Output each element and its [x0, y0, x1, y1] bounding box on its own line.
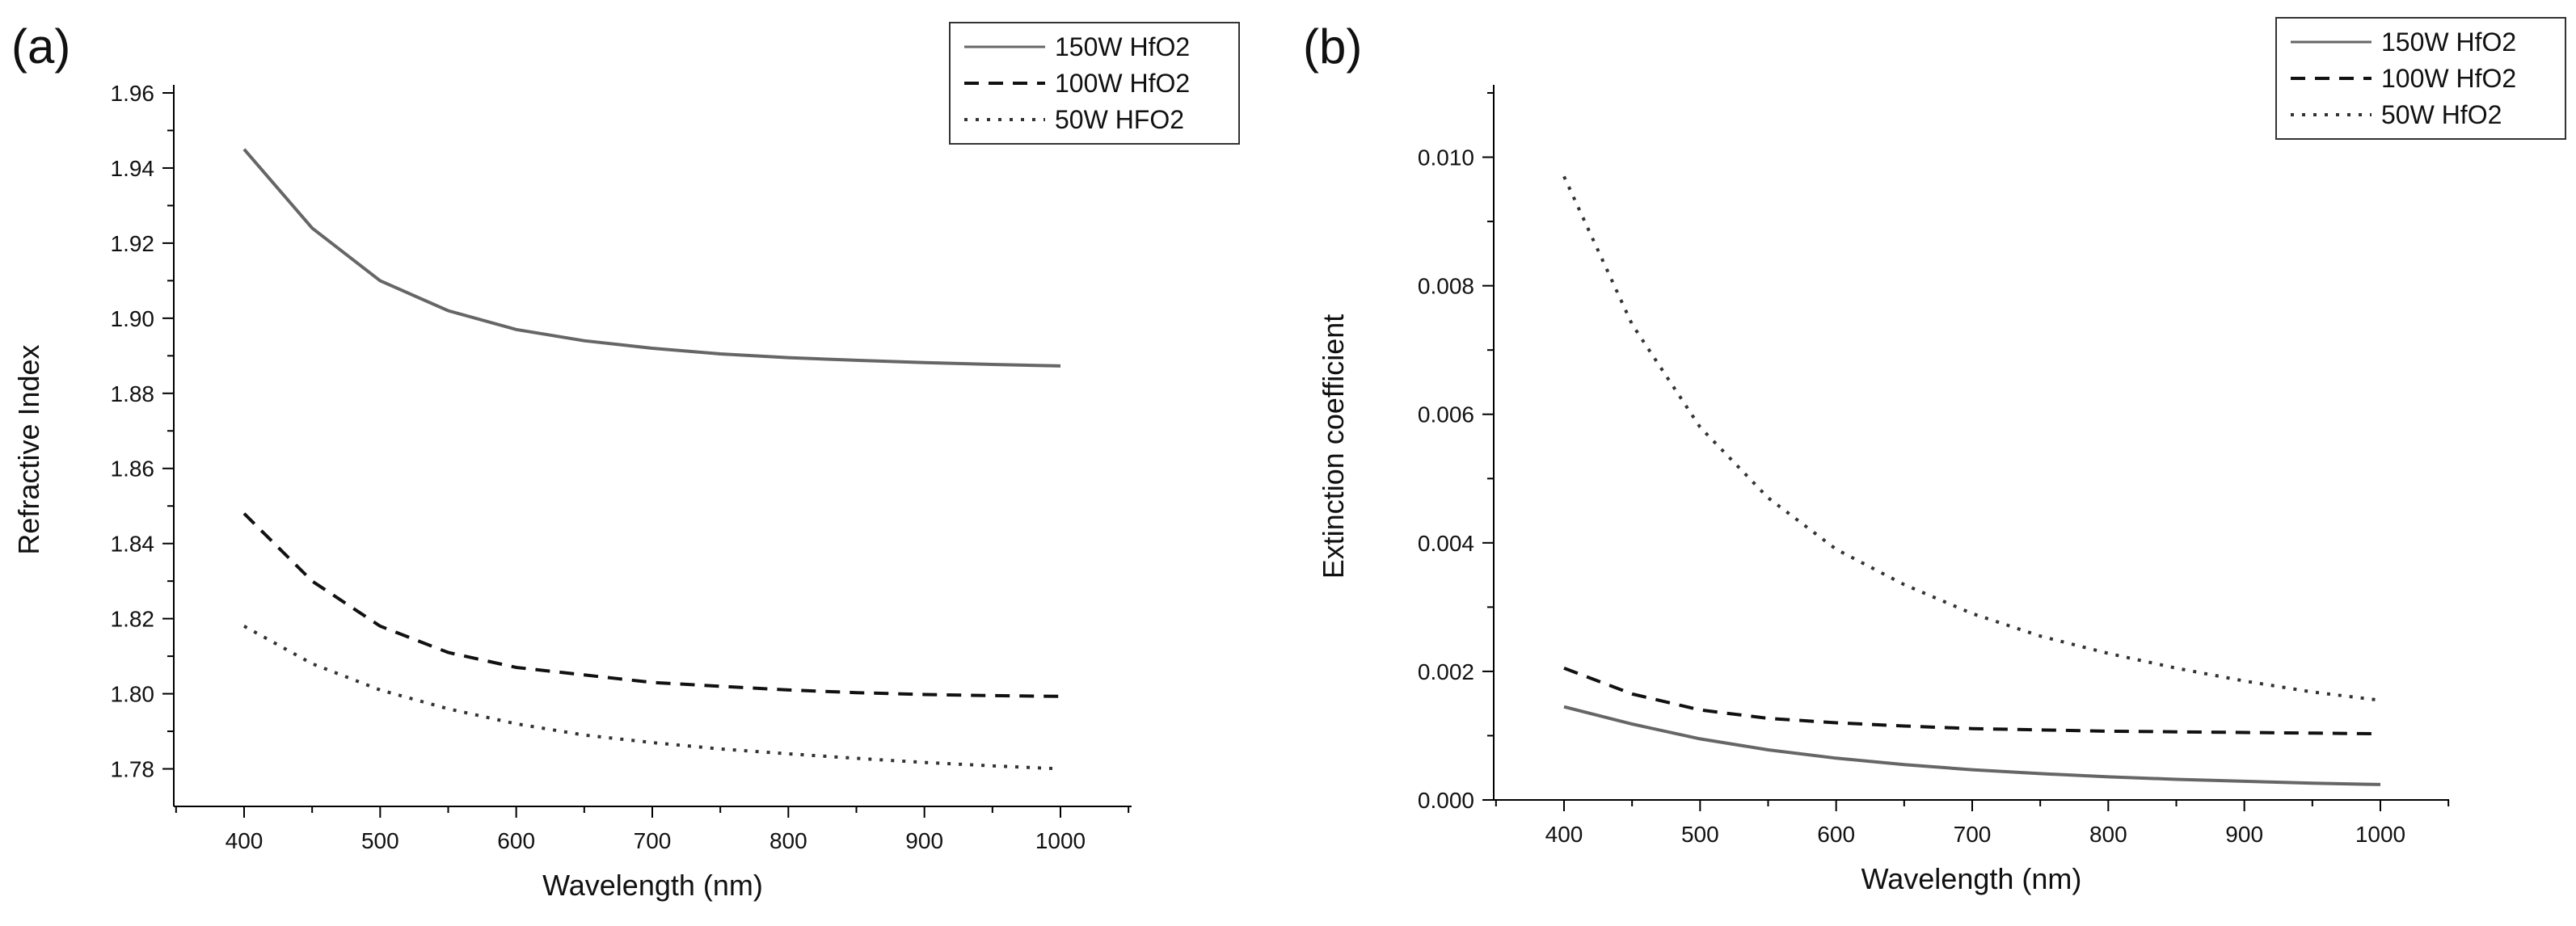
x-tick-label: 1000 [1035, 828, 1086, 853]
series-line-solid [1563, 705, 2381, 786]
x-tick-label: 500 [1681, 822, 1719, 847]
legend-label: 100W HfO2 [1055, 69, 1190, 98]
x-tick-label: 700 [1954, 822, 1992, 847]
x-tick-label: 800 [769, 828, 807, 853]
y-tick-label: 0.006 [1418, 402, 1474, 427]
y-tick-label: 0.008 [1418, 274, 1474, 299]
panel-label: (b) [1303, 19, 1362, 74]
y-tick-label: 1.80 [111, 682, 155, 707]
series-line-dashed [1563, 667, 2381, 736]
legend-label: 150W HfO2 [1055, 32, 1190, 61]
y-tick-label: 1.96 [111, 81, 155, 106]
series-line-solid [242, 148, 1061, 368]
y-tick-label: 1.86 [111, 457, 155, 482]
y-tick-label: 1.88 [111, 381, 155, 406]
legend-label: 50W HFO2 [1055, 105, 1184, 134]
x-tick-label: 600 [1817, 822, 1855, 847]
panel-a: 400 500 600 700 800 900 1000 1.78 1.80 1.82 1.84 1.… [11, 19, 1240, 902]
y-axis-title: Refractive Index [12, 344, 45, 554]
y-tick-label: 1.82 [111, 607, 155, 632]
legend: 150W HfO2 100W HfO2 50W HfO2 [2275, 17, 2566, 140]
x-tick-label: 900 [905, 828, 943, 853]
y-tick-label: 1.84 [111, 532, 155, 557]
y-tick-label: 1.92 [111, 231, 155, 256]
legend-label: 150W HfO2 [2381, 27, 2516, 57]
x-tick-label: 400 [226, 828, 264, 853]
x-tick-label: 500 [361, 828, 399, 853]
x-tick-label: 600 [497, 828, 535, 853]
y-axis-title: Extinction coefficient [1317, 314, 1350, 579]
legend: 150W HfO2 100W HfO2 50W HFO2 [949, 22, 1240, 145]
legend-label: 50W HfO2 [2381, 100, 2502, 129]
x-tick-label: 700 [634, 828, 672, 853]
y-tick-label: 0.000 [1418, 788, 1474, 813]
y-tick-label: 0.004 [1418, 531, 1474, 556]
x-tick-label: 800 [2089, 822, 2127, 847]
y-tick-label: 0.002 [1418, 659, 1474, 684]
x-axis-title: Wavelength (nm) [1861, 862, 2082, 895]
x-axis-title: Wavelength (nm) [542, 869, 763, 902]
y-tick-label: 1.94 [111, 156, 155, 181]
x-tick-label: 1000 [2355, 822, 2405, 847]
series-line-dashed [242, 512, 1061, 698]
x-tick-label: 900 [2225, 822, 2263, 847]
y-tick-label: 1.78 [111, 757, 155, 782]
series-line-dotted [243, 625, 1061, 771]
y-tick-label: 1.90 [111, 306, 155, 331]
panel-label: (a) [11, 19, 70, 74]
series-line-dotted [1562, 175, 2381, 702]
x-tick-label: 400 [1545, 822, 1583, 847]
y-tick-label: 0.010 [1418, 145, 1474, 170]
panel-b: 400 500 600 700 800 900 1000 0.000 0.002 0.004 0.0… [1303, 17, 2566, 895]
legend-label: 100W HfO2 [2381, 64, 2516, 93]
